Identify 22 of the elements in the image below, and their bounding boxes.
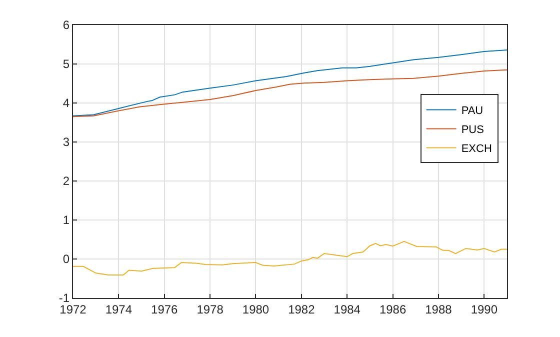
- y-tick-label: 6: [62, 18, 70, 32]
- x-tick-label: 1980: [242, 302, 270, 316]
- line-series: [73, 69, 507, 118]
- x-tick-label: 1986: [379, 302, 406, 316]
- x-tick-label: 1982: [288, 302, 316, 316]
- x-tick-label: 1974: [105, 302, 132, 316]
- y-tick-label: 0: [62, 252, 70, 266]
- line-series: [73, 240, 507, 276]
- y-tick-label: 1: [62, 213, 70, 228]
- y-tick-label: 3: [62, 135, 70, 150]
- y-tick-label: 5: [62, 57, 70, 72]
- y-tick-label: 4: [62, 96, 70, 110]
- legend-label: PAU: [461, 105, 484, 118]
- x-tick-label: 1984: [334, 302, 361, 316]
- x-tick-label: 1978: [196, 302, 224, 316]
- legend-label: EXCH: [461, 143, 492, 156]
- x-tick-label: 1988: [425, 302, 452, 316]
- x-tick-label: 1990: [470, 302, 498, 316]
- y-tick-label: 2: [62, 174, 70, 188]
- line-series: [73, 49, 507, 116]
- legend-label: PUS: [461, 124, 484, 136]
- x-tick-label: 1976: [151, 302, 178, 316]
